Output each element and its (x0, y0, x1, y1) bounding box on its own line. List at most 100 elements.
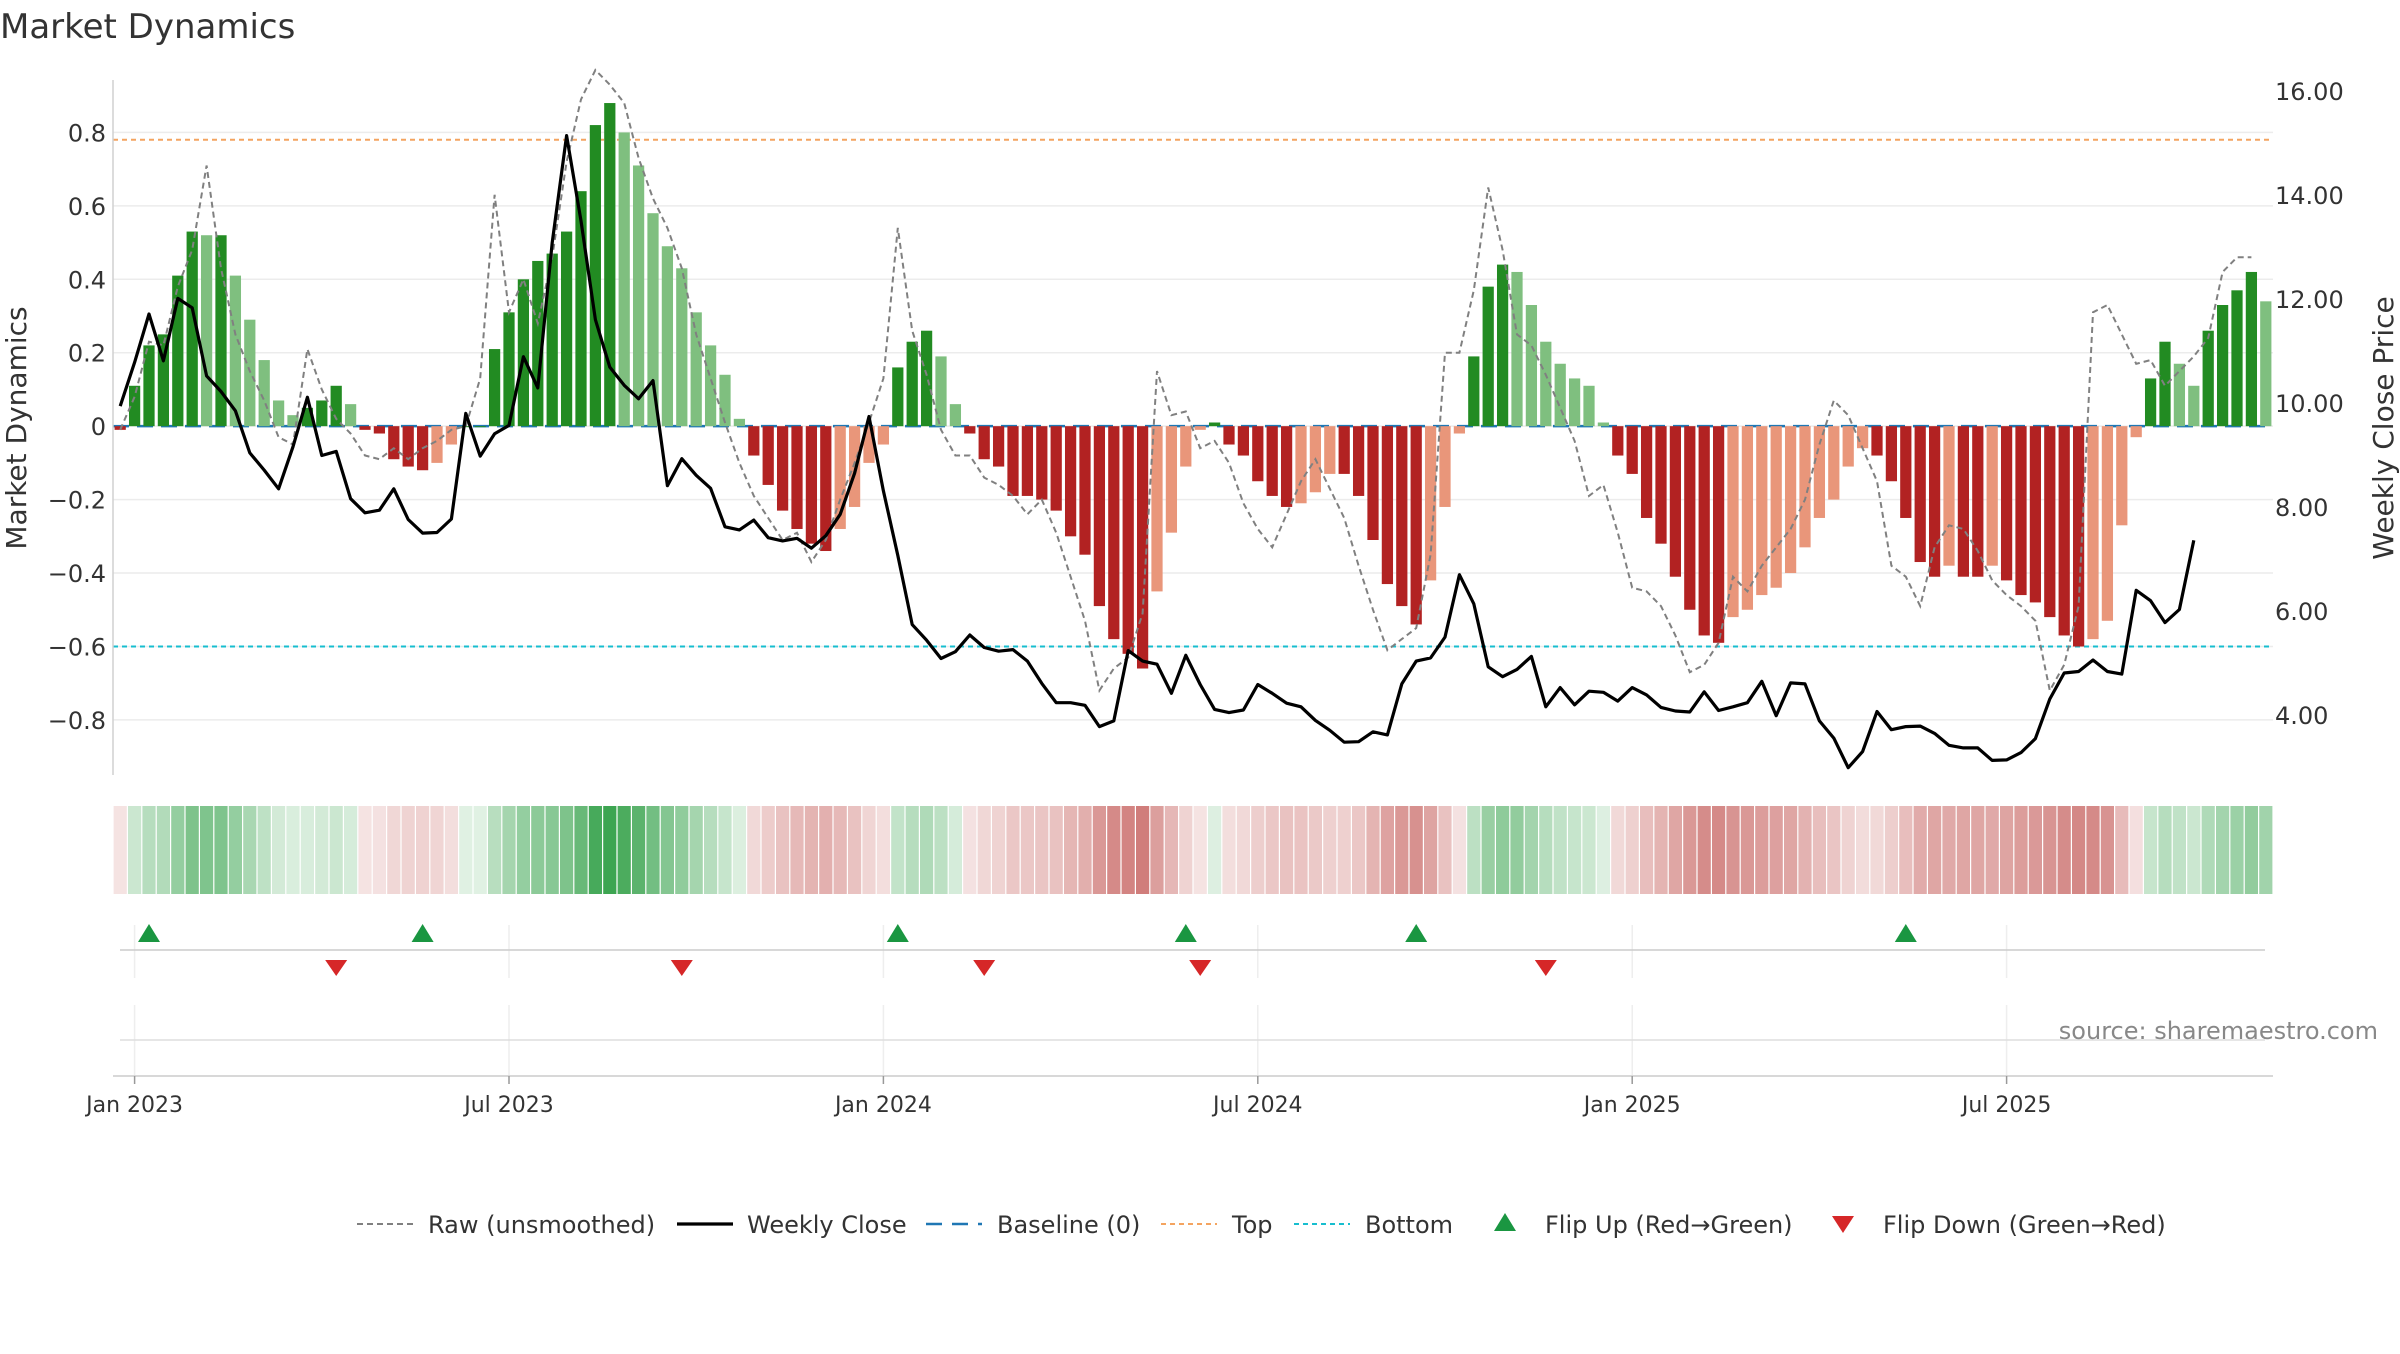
x-tick-label: Jul 2023 (462, 1093, 554, 1118)
dynamics-bar (200, 235, 213, 427)
dynamics-bar (575, 191, 587, 427)
y-tick-right: 8.00 (2275, 494, 2328, 522)
heat-cell (1366, 806, 1380, 894)
dynamics-bar (1352, 426, 1365, 496)
heat-cell (1107, 806, 1121, 894)
dynamics-bar (2058, 426, 2070, 636)
heat-cell (1352, 806, 1366, 894)
flip-up-marker (411, 924, 434, 942)
heat-cell (2100, 806, 2114, 894)
x-axis-panel: Jan 2023 Jul 2023 Jan 2024 Jul 2024 Jan 2025… (84, 1005, 2273, 1118)
dynamics-bar (1453, 426, 1466, 434)
dynamics-bar (2188, 385, 2200, 427)
heat-cell (1323, 806, 1337, 894)
dynamics-bar (488, 349, 501, 427)
flip-down-marker (1189, 960, 1212, 976)
dynamics-bar (1108, 426, 1120, 640)
heat-cell (1884, 806, 1898, 894)
heat-cell (2043, 806, 2057, 894)
dynamics-bar (892, 367, 904, 427)
heat-cell (1740, 806, 1754, 894)
dynamics-bar (2202, 330, 2214, 427)
heat-cell (876, 806, 890, 894)
heat-cell (992, 806, 1006, 894)
heat-cell (2158, 806, 2172, 894)
x-tick-label: Jan 2025 (1582, 1093, 1681, 1118)
heat-cell (1611, 806, 1625, 894)
heat-cell (948, 806, 962, 894)
dynamics-bar (1136, 426, 1149, 669)
legend: Raw (unsmoothed) Weekly Close Baseline (0)… (357, 1211, 2166, 1239)
dynamics-bar (920, 330, 933, 427)
heat-cell (704, 806, 718, 894)
dynamics-bar (1712, 426, 1725, 643)
heat-cell (1769, 806, 1783, 894)
heat-cell (2115, 806, 2129, 894)
dynamics-bar (2144, 378, 2157, 427)
dynamics-bar (1007, 426, 1019, 496)
heat-cell (747, 806, 761, 894)
dynamics-bar (388, 426, 400, 460)
heat-cell (1395, 806, 1409, 894)
y-tick-left: 0.6 (68, 193, 106, 221)
dynamics-bar (589, 125, 602, 427)
dynamics-bar (1928, 426, 1941, 577)
heat-cell (1078, 806, 1092, 894)
heat-cell (1481, 806, 1495, 894)
heat-cell (689, 806, 703, 894)
dynamics-bar (460, 426, 472, 428)
heat-cell (156, 806, 170, 894)
heat-cell (603, 806, 617, 894)
dynamics-bar (748, 426, 760, 456)
heat-cell (257, 806, 271, 894)
heat-cell (1121, 806, 1135, 894)
weekly-close-series (118, 134, 2196, 770)
heat-cell (732, 806, 746, 894)
heat-cell (2230, 806, 2244, 894)
heat-cell (848, 806, 862, 894)
heat-cell (1899, 806, 1913, 894)
heat-cell (1510, 806, 1524, 894)
dynamics-bar (2260, 301, 2272, 427)
heat-cell (588, 806, 602, 894)
dynamics-bar (1223, 426, 1235, 445)
dynamics-bar (517, 279, 530, 427)
dynamics-bar (733, 418, 746, 427)
heat-cell (675, 806, 689, 894)
dynamics-bar (1568, 378, 1581, 427)
y-tick-left: 0 (91, 413, 106, 441)
heat-cell (1625, 806, 1639, 894)
heat-cell (1524, 806, 1538, 894)
y-tick-left: −0.8 (48, 707, 106, 735)
dynamics-bar (1655, 426, 1667, 544)
heat-cell (473, 806, 487, 894)
dynamics-bar (2015, 426, 2027, 596)
reference-lines (113, 138, 2273, 648)
heat-cell (1265, 806, 1279, 894)
dynamics-bar (964, 426, 976, 434)
dynamics-bar (1554, 363, 1566, 427)
dynamics-bar (1021, 426, 1034, 496)
dynamics-bar (877, 426, 890, 445)
dynamics-bar (1194, 426, 1206, 430)
dynamics-bar (301, 407, 314, 427)
flip-up-marker (1174, 924, 1197, 942)
heat-cell (2000, 806, 2014, 894)
dynamics-bar (1079, 426, 1091, 555)
flip-up-marker (1894, 924, 1917, 942)
dynamics-bar (157, 334, 170, 427)
heat-cell (905, 806, 919, 894)
heat-cell (977, 806, 991, 894)
heat-cell (1236, 806, 1250, 894)
x-tick-label: Jul 2024 (1211, 1093, 1303, 1118)
dynamics-bar (1439, 426, 1451, 507)
x-tick-label: Jan 2023 (84, 1093, 183, 1118)
dynamics-bar (690, 312, 702, 427)
dynamics-bar (1626, 426, 1638, 474)
heat-cell (2172, 806, 2186, 894)
heat-cell (1438, 806, 1452, 894)
heat-cell (1035, 806, 1049, 894)
dynamics-bar (287, 415, 299, 427)
heat-cell (1726, 806, 1740, 894)
y-tick-right: 10.00 (2275, 390, 2344, 418)
